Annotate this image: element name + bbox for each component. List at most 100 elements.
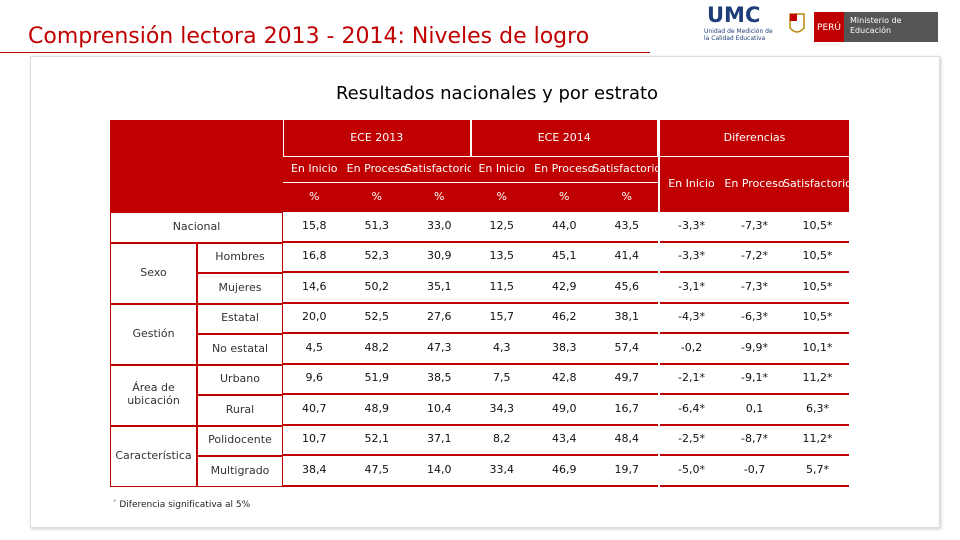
peru-text: PERÚ (817, 21, 841, 33)
level-header: En Proceso (723, 157, 786, 212)
value-cell: 7,5 (470, 364, 533, 395)
umc-sub-wrap: Unidad de Medición de la Calidad Educati… (704, 28, 773, 42)
value-cell: 6,3* (786, 395, 849, 426)
row-label: Estatal (197, 303, 283, 334)
value-cell: 42,8 (533, 364, 596, 395)
level-header: Satisfactorio (405, 157, 474, 182)
row-label: Hombres (197, 242, 283, 273)
value-cell: 47,3 (408, 334, 471, 365)
value-cell: 10,1* (786, 334, 849, 365)
value-cell: 14,6 (283, 273, 346, 304)
row-label: Multigrado (197, 456, 283, 487)
value-cell: 9,6 (283, 364, 346, 395)
value-cell: -6,4* (660, 395, 723, 426)
ministry-box (844, 12, 938, 42)
value-cell: -3,3* (660, 242, 723, 273)
unit-header: % (408, 183, 471, 212)
level-header: Satisfactorio (783, 157, 852, 212)
row-label: No estatal (197, 334, 283, 365)
row-label: Polidocente (197, 425, 283, 456)
subtitle: Resultados nacionales y por estrato (335, 83, 659, 104)
value-cell: 38,4 (283, 456, 346, 487)
value-cell: 47,5 (345, 456, 408, 487)
value-cell: -0,2 (660, 334, 723, 365)
value-cell: 38,5 (408, 364, 471, 395)
group-header: Diferencias (660, 120, 849, 156)
value-cell: 11,2* (786, 364, 849, 395)
value-cell: 49,7 (595, 364, 658, 395)
value-cell: 33,0 (408, 212, 471, 243)
unit-header: % (345, 183, 408, 212)
value-cell: 11,5 (470, 273, 533, 304)
logos: UMC Unidad de Medición de la Calidad Edu… (704, 3, 938, 42)
value-cell: 10,7 (283, 425, 346, 456)
unit-header: % (533, 183, 596, 212)
value-cell: 50,2 (345, 273, 408, 304)
header-corner (110, 120, 283, 212)
value-cell: 52,1 (345, 425, 408, 456)
value-cell: -3,1* (660, 273, 723, 304)
value-cell: -7,2* (723, 242, 786, 273)
value-cell: -0,7 (723, 456, 786, 487)
value-cell: 38,3 (533, 334, 596, 365)
value-cell: 57,4 (595, 334, 658, 365)
value-cell: 10,5* (786, 212, 849, 243)
value-cell: -5,0* (660, 456, 723, 487)
value-cell: -6,3* (723, 303, 786, 334)
value-cell: 10,5* (786, 303, 849, 334)
value-cell: 46,2 (533, 303, 596, 334)
value-cell: 11,2* (786, 425, 849, 456)
value-cell: 12,5 (470, 212, 533, 243)
value-cell: 15,8 (283, 212, 346, 243)
value-cell: 51,3 (345, 212, 408, 243)
value-cell: 33,4 (470, 456, 533, 487)
level-header: En Inicio (470, 157, 533, 182)
value-cell: 51,9 (345, 364, 408, 395)
value-cell: 37,1 (408, 425, 471, 456)
row-label: Mujeres (197, 273, 283, 304)
value-cell: 40,7 (283, 395, 346, 426)
unit-header: % (470, 183, 533, 212)
value-cell: -2,5* (660, 425, 723, 456)
value-cell: 4,3 (470, 334, 533, 365)
value-cell: 44,0 (533, 212, 596, 243)
level-header: En Proceso (345, 157, 408, 182)
value-cell: 27,6 (408, 303, 471, 334)
value-cell: 20,0 (283, 303, 346, 334)
value-cell: 43,5 (595, 212, 658, 243)
value-cell: 46,9 (533, 456, 596, 487)
value-cell: 5,7* (786, 456, 849, 487)
value-cell: 38,1 (595, 303, 658, 334)
ministry-wrap: Ministerio de Educación (850, 16, 902, 35)
value-cell: 35,1 (408, 273, 471, 304)
value-cell: 19,7 (595, 456, 658, 487)
footnote: ´ Diferencia significativa al 5% (112, 500, 251, 510)
row-group-label: Sexo (110, 242, 197, 304)
value-cell: -9,1* (723, 364, 786, 395)
level-header: En Proceso (533, 157, 596, 182)
row-label: Urbano (197, 364, 283, 395)
row-group-label: Nacional (110, 212, 283, 243)
row-label: Rural (197, 395, 283, 426)
slide-title: Comprensión lectora 2013 - 2014: Niveles… (28, 24, 590, 49)
value-cell: 4,5 (283, 334, 346, 365)
group-header: ECE 2014 (471, 120, 657, 156)
value-cell: 10,4 (408, 395, 471, 426)
value-cell: -9,9* (723, 334, 786, 365)
value-cell: -8,7* (723, 425, 786, 456)
shield-part (790, 14, 797, 21)
umc-logo: UMC (707, 3, 760, 27)
value-cell: 52,5 (345, 303, 408, 334)
value-cell: 52,3 (345, 242, 408, 273)
value-cell: -2,1* (660, 364, 723, 395)
value-cell: -3,3* (660, 212, 723, 243)
value-cell: 49,0 (533, 395, 596, 426)
value-cell: 13,5 (470, 242, 533, 273)
value-cell: 10,5* (786, 273, 849, 304)
value-cell: 48,2 (345, 334, 408, 365)
level-header: En Inicio (283, 157, 346, 182)
peru-box (814, 12, 844, 42)
value-cell: 45,1 (533, 242, 596, 273)
